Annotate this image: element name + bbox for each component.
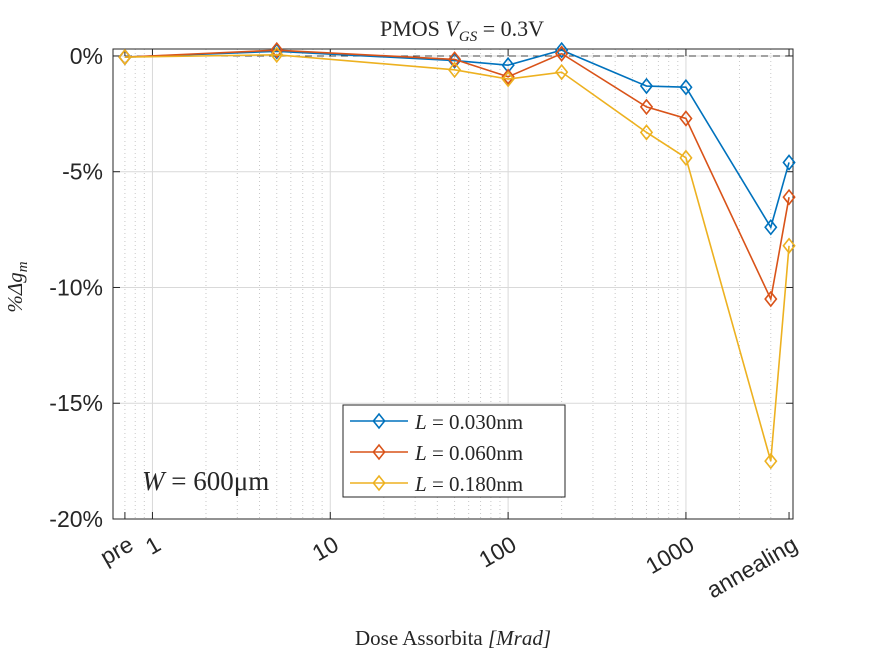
data-point — [639, 77, 654, 95]
series-3 — [118, 46, 796, 470]
data-point — [782, 154, 796, 171]
width-annotation: W = 600μm — [142, 466, 269, 496]
legend-marker — [372, 443, 386, 461]
y-tick-labels: 0% -5% -10% -15% -20% — [49, 43, 103, 532]
legend-entry-1: L = 0.030nm — [350, 410, 523, 434]
x-axis-label-unit: [Mrad] — [488, 626, 551, 650]
legend-label: L = 0.060nm — [414, 441, 523, 465]
y-tick-label: 0% — [70, 43, 103, 69]
x-axis-label: Dose Assorbita [Mrad] — [355, 626, 551, 650]
y-tick-label: -10% — [49, 274, 103, 300]
data-point — [270, 41, 284, 59]
width-annotation-value: = 600μm — [165, 466, 270, 496]
title-math: V — [445, 16, 461, 41]
legend-label: L = 0.180nm — [414, 472, 523, 496]
data-point — [270, 46, 284, 64]
y-axis-label-text: %Δg — [3, 272, 27, 312]
y-axis-label: %Δgm — [3, 261, 31, 312]
plot-area-border — [112, 48, 794, 520]
data-point — [555, 63, 569, 81]
data-point — [679, 110, 693, 127]
legend-label-symbol: L — [414, 410, 427, 434]
data-point — [555, 41, 569, 59]
data-point — [555, 45, 569, 62]
title-subscript: GS — [459, 29, 478, 45]
title-prefix: PMOS — [380, 16, 445, 41]
data-point — [764, 218, 778, 236]
data-point — [118, 48, 132, 66]
data-point — [679, 149, 693, 167]
y-tick-label: -15% — [49, 390, 103, 416]
y-tick-label: -20% — [49, 506, 103, 532]
data-point — [782, 188, 796, 206]
y-tick-label: -5% — [62, 159, 103, 185]
data-point — [447, 51, 462, 68]
data-point — [679, 78, 693, 96]
series-line — [124, 49, 790, 302]
data-point — [764, 290, 778, 308]
y-axis-label-subscript: m — [15, 261, 31, 272]
title-suffix: = 0.3V — [477, 16, 544, 41]
x-axis-label-text: Dose Assorbita — [355, 626, 488, 650]
legend-label-value: = 0.180nm — [427, 472, 523, 496]
legend-entry-2: L = 0.060nm — [350, 441, 523, 465]
legend-marker — [372, 412, 386, 430]
data-point — [501, 68, 515, 86]
legend-label-value: = 0.030nm — [427, 410, 523, 434]
series-line — [124, 53, 790, 462]
series-layer — [118, 41, 796, 470]
legend-marker — [372, 474, 386, 492]
data-point — [764, 452, 778, 470]
width-annotation-symbol: W — [142, 466, 167, 496]
legend-label-value: = 0.060nm — [427, 441, 523, 465]
data-point — [639, 98, 654, 116]
chart-title: PMOS VGS = 0.3V — [380, 16, 544, 45]
legend-label-symbol: L — [414, 472, 427, 496]
legend-label: L = 0.030nm — [414, 410, 523, 434]
data-point — [447, 61, 462, 79]
series-line — [124, 49, 790, 230]
data-point — [782, 237, 796, 255]
data-point — [501, 70, 515, 88]
data-point — [639, 124, 654, 141]
legend-label-symbol: L — [414, 441, 427, 465]
series-2 — [118, 41, 796, 308]
legend-entry-3: L = 0.180nm — [350, 472, 523, 496]
